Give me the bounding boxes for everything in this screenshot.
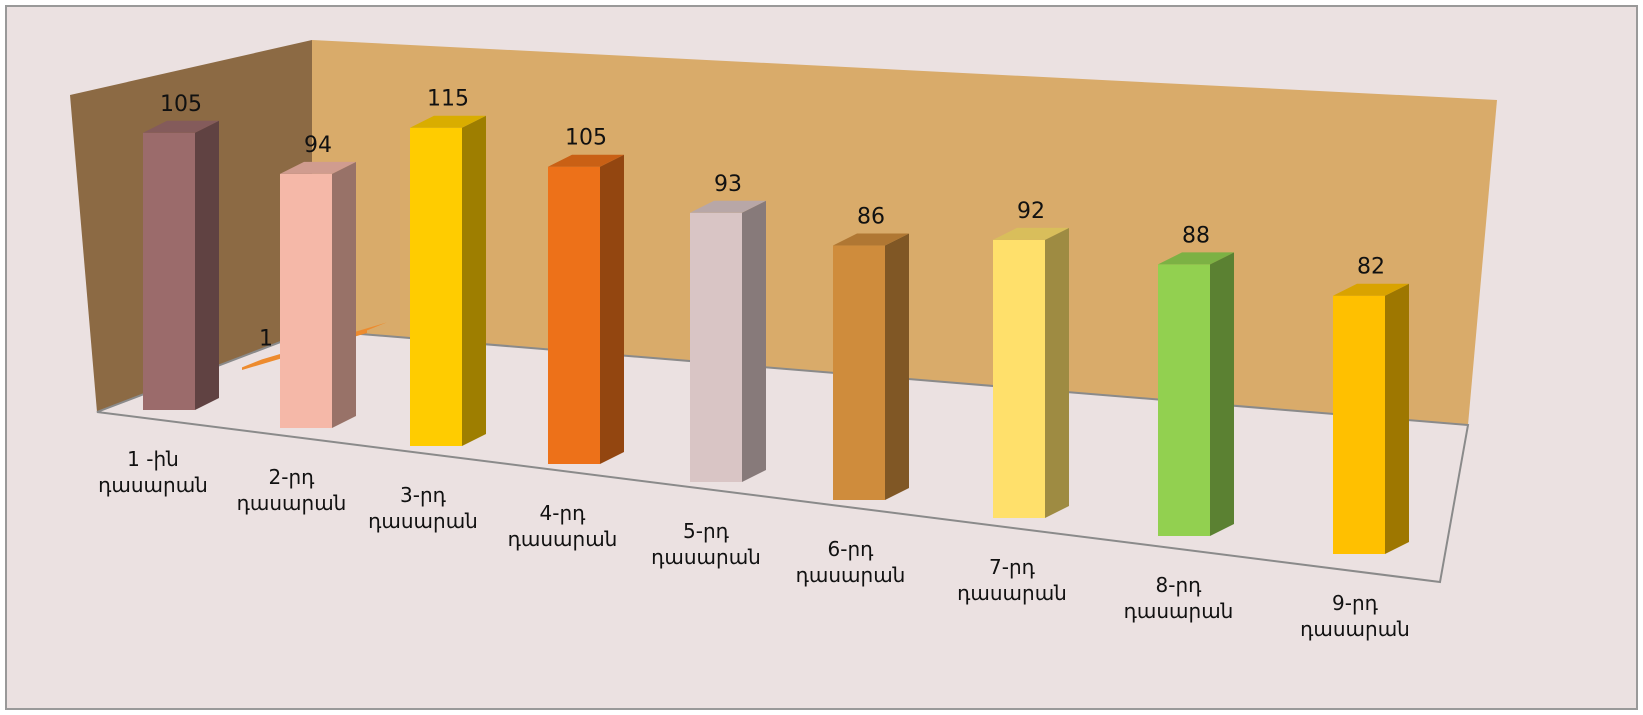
value-label: 105 xyxy=(565,126,607,151)
bar-side xyxy=(195,120,219,411)
bar-side xyxy=(742,200,766,482)
bar-side xyxy=(462,115,486,447)
bar-front xyxy=(548,166,600,464)
bar-side xyxy=(600,154,624,464)
bar-front xyxy=(993,239,1045,518)
value-label: 1 xyxy=(259,326,273,351)
x-tick-label: 5-րդ դասարան xyxy=(651,519,761,569)
x-tick-label: 8-րդ դասարան xyxy=(1123,573,1234,623)
bar-front xyxy=(1158,264,1210,536)
value-label: 115 xyxy=(427,87,469,112)
bar-top xyxy=(280,161,356,174)
x-tick-label: 6-րդ դասարան xyxy=(795,537,906,587)
bar-side xyxy=(1210,252,1234,536)
bar-side xyxy=(1385,283,1409,554)
bar-top xyxy=(410,115,486,128)
x-tick-label: 7-րդ դասարան xyxy=(957,555,1067,605)
x-tick-label: 4-րդ դասարան xyxy=(507,501,618,551)
value-label: 105 xyxy=(160,92,202,117)
bar-front xyxy=(690,212,742,482)
bar-top xyxy=(833,233,909,246)
x-tick-label: 9-րդ դասարան xyxy=(1300,591,1410,641)
value-label: 93 xyxy=(714,172,742,197)
x-tick-label: 1 -ին դասարան xyxy=(98,447,208,497)
bar-side xyxy=(1045,227,1069,518)
bar-front xyxy=(143,132,195,411)
bar-side xyxy=(332,161,356,428)
value-label: 92 xyxy=(1017,199,1045,224)
value-label: 88 xyxy=(1182,223,1210,248)
x-tick-label: 2-րդ դասարան xyxy=(236,465,347,515)
bar-front xyxy=(1333,295,1385,554)
bar-side xyxy=(885,233,909,501)
bar-top xyxy=(690,200,766,213)
value-label: 86 xyxy=(857,205,885,230)
x-tick-label: 3-րդ դասարան xyxy=(368,483,478,533)
bar-top xyxy=(548,154,624,167)
bar-top xyxy=(1158,252,1234,265)
bar-front xyxy=(410,127,462,447)
value-label: 82 xyxy=(1357,255,1385,280)
bar-top xyxy=(993,227,1069,240)
bar-front xyxy=(280,173,332,428)
bar-front xyxy=(833,245,885,500)
bar-top xyxy=(143,120,219,133)
bar-top xyxy=(1333,283,1409,296)
value-label: 94 xyxy=(304,133,332,158)
